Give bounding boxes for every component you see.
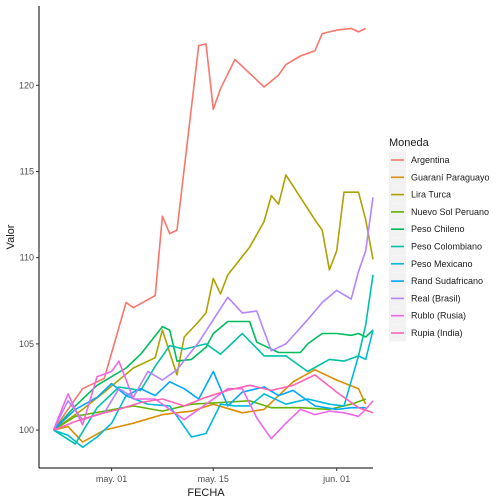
legend-item: Peso Mexicano xyxy=(389,255,473,273)
legend-item: Guaraní Paraguayo xyxy=(389,168,490,186)
legend-label: Argentina xyxy=(411,155,450,165)
series-lines xyxy=(52,27,374,449)
legend-label: Peso Chileno xyxy=(411,224,465,234)
legend-label: Lira Turca xyxy=(411,190,451,200)
legend-label: Nuevo Sol Peruano xyxy=(411,207,489,217)
x-tick-label: may. 01 xyxy=(96,474,127,484)
legend-label: Rupia (India) xyxy=(411,328,463,338)
legend-label: Peso Colombiano xyxy=(411,242,482,252)
series-line-lira-turca xyxy=(53,174,374,431)
series-line-rupia-india xyxy=(53,374,374,431)
series-line-rublo-rusia xyxy=(52,360,374,440)
series-line-real-brasil xyxy=(52,197,374,431)
legend-item: Lira Turca xyxy=(389,186,451,204)
legend-item: Rupia (India) xyxy=(389,324,463,342)
legend-label: Peso Mexicano xyxy=(411,259,473,269)
x-tick-label: jun. 01 xyxy=(322,474,350,484)
plot-panel: 100 105 110 115 120 may. 01 may. 15 jun. 01 xyxy=(19,6,374,484)
y-tick-label: 105 xyxy=(19,339,34,349)
y-tick-label: 110 xyxy=(20,253,34,263)
legend-label: Rand Sudafricano xyxy=(411,276,483,286)
x-axis-ticks: may. 01 may. 15 jun. 01 xyxy=(96,468,350,484)
series-line-peso-mexicano xyxy=(53,329,374,449)
y-tick-label: 100 xyxy=(19,425,34,435)
legend-label: Rublo (Rusia) xyxy=(411,311,466,321)
x-tick-label: may. 15 xyxy=(198,474,229,484)
series-line-guarani-paraguayo xyxy=(53,368,367,443)
y-axis-ticks: 100 105 110 115 120 xyxy=(19,80,39,435)
legend-item: Argentina xyxy=(389,151,450,169)
legend-title: Moneda xyxy=(389,137,430,149)
legend-items: Argentina Guaraní Paraguayo Lira Turca Nuev… xyxy=(389,151,490,342)
y-tick-label: 115 xyxy=(20,166,34,176)
legend-item: Rublo (Rusia) xyxy=(389,307,466,325)
series-line-rand-sudafricano xyxy=(52,370,366,431)
legend-label: Guaraní Paraguayo xyxy=(411,172,490,182)
legend: Moneda Argentina Guaraní Paraguayo Lira Tu… xyxy=(389,137,490,342)
y-tick-label: 120 xyxy=(19,80,34,90)
legend-item: Peso Chileno xyxy=(389,220,465,238)
legend-item: Real (Brasil) xyxy=(389,289,461,307)
series-line-peso-chileno xyxy=(52,320,374,431)
series-line-argentina xyxy=(52,27,367,431)
x-axis-title: FECHA xyxy=(187,487,225,499)
series-line-nuevo-sol-peruano xyxy=(53,398,366,431)
series-line-peso-colombiano xyxy=(53,274,374,445)
legend-item: Nuevo Sol Peruano xyxy=(389,203,489,221)
legend-item: Rand Sudafricano xyxy=(389,272,483,290)
legend-label: Real (Brasil) xyxy=(411,293,461,303)
y-axis-title: Valor xyxy=(5,224,17,249)
legend-item: Peso Colombiano xyxy=(389,238,482,255)
